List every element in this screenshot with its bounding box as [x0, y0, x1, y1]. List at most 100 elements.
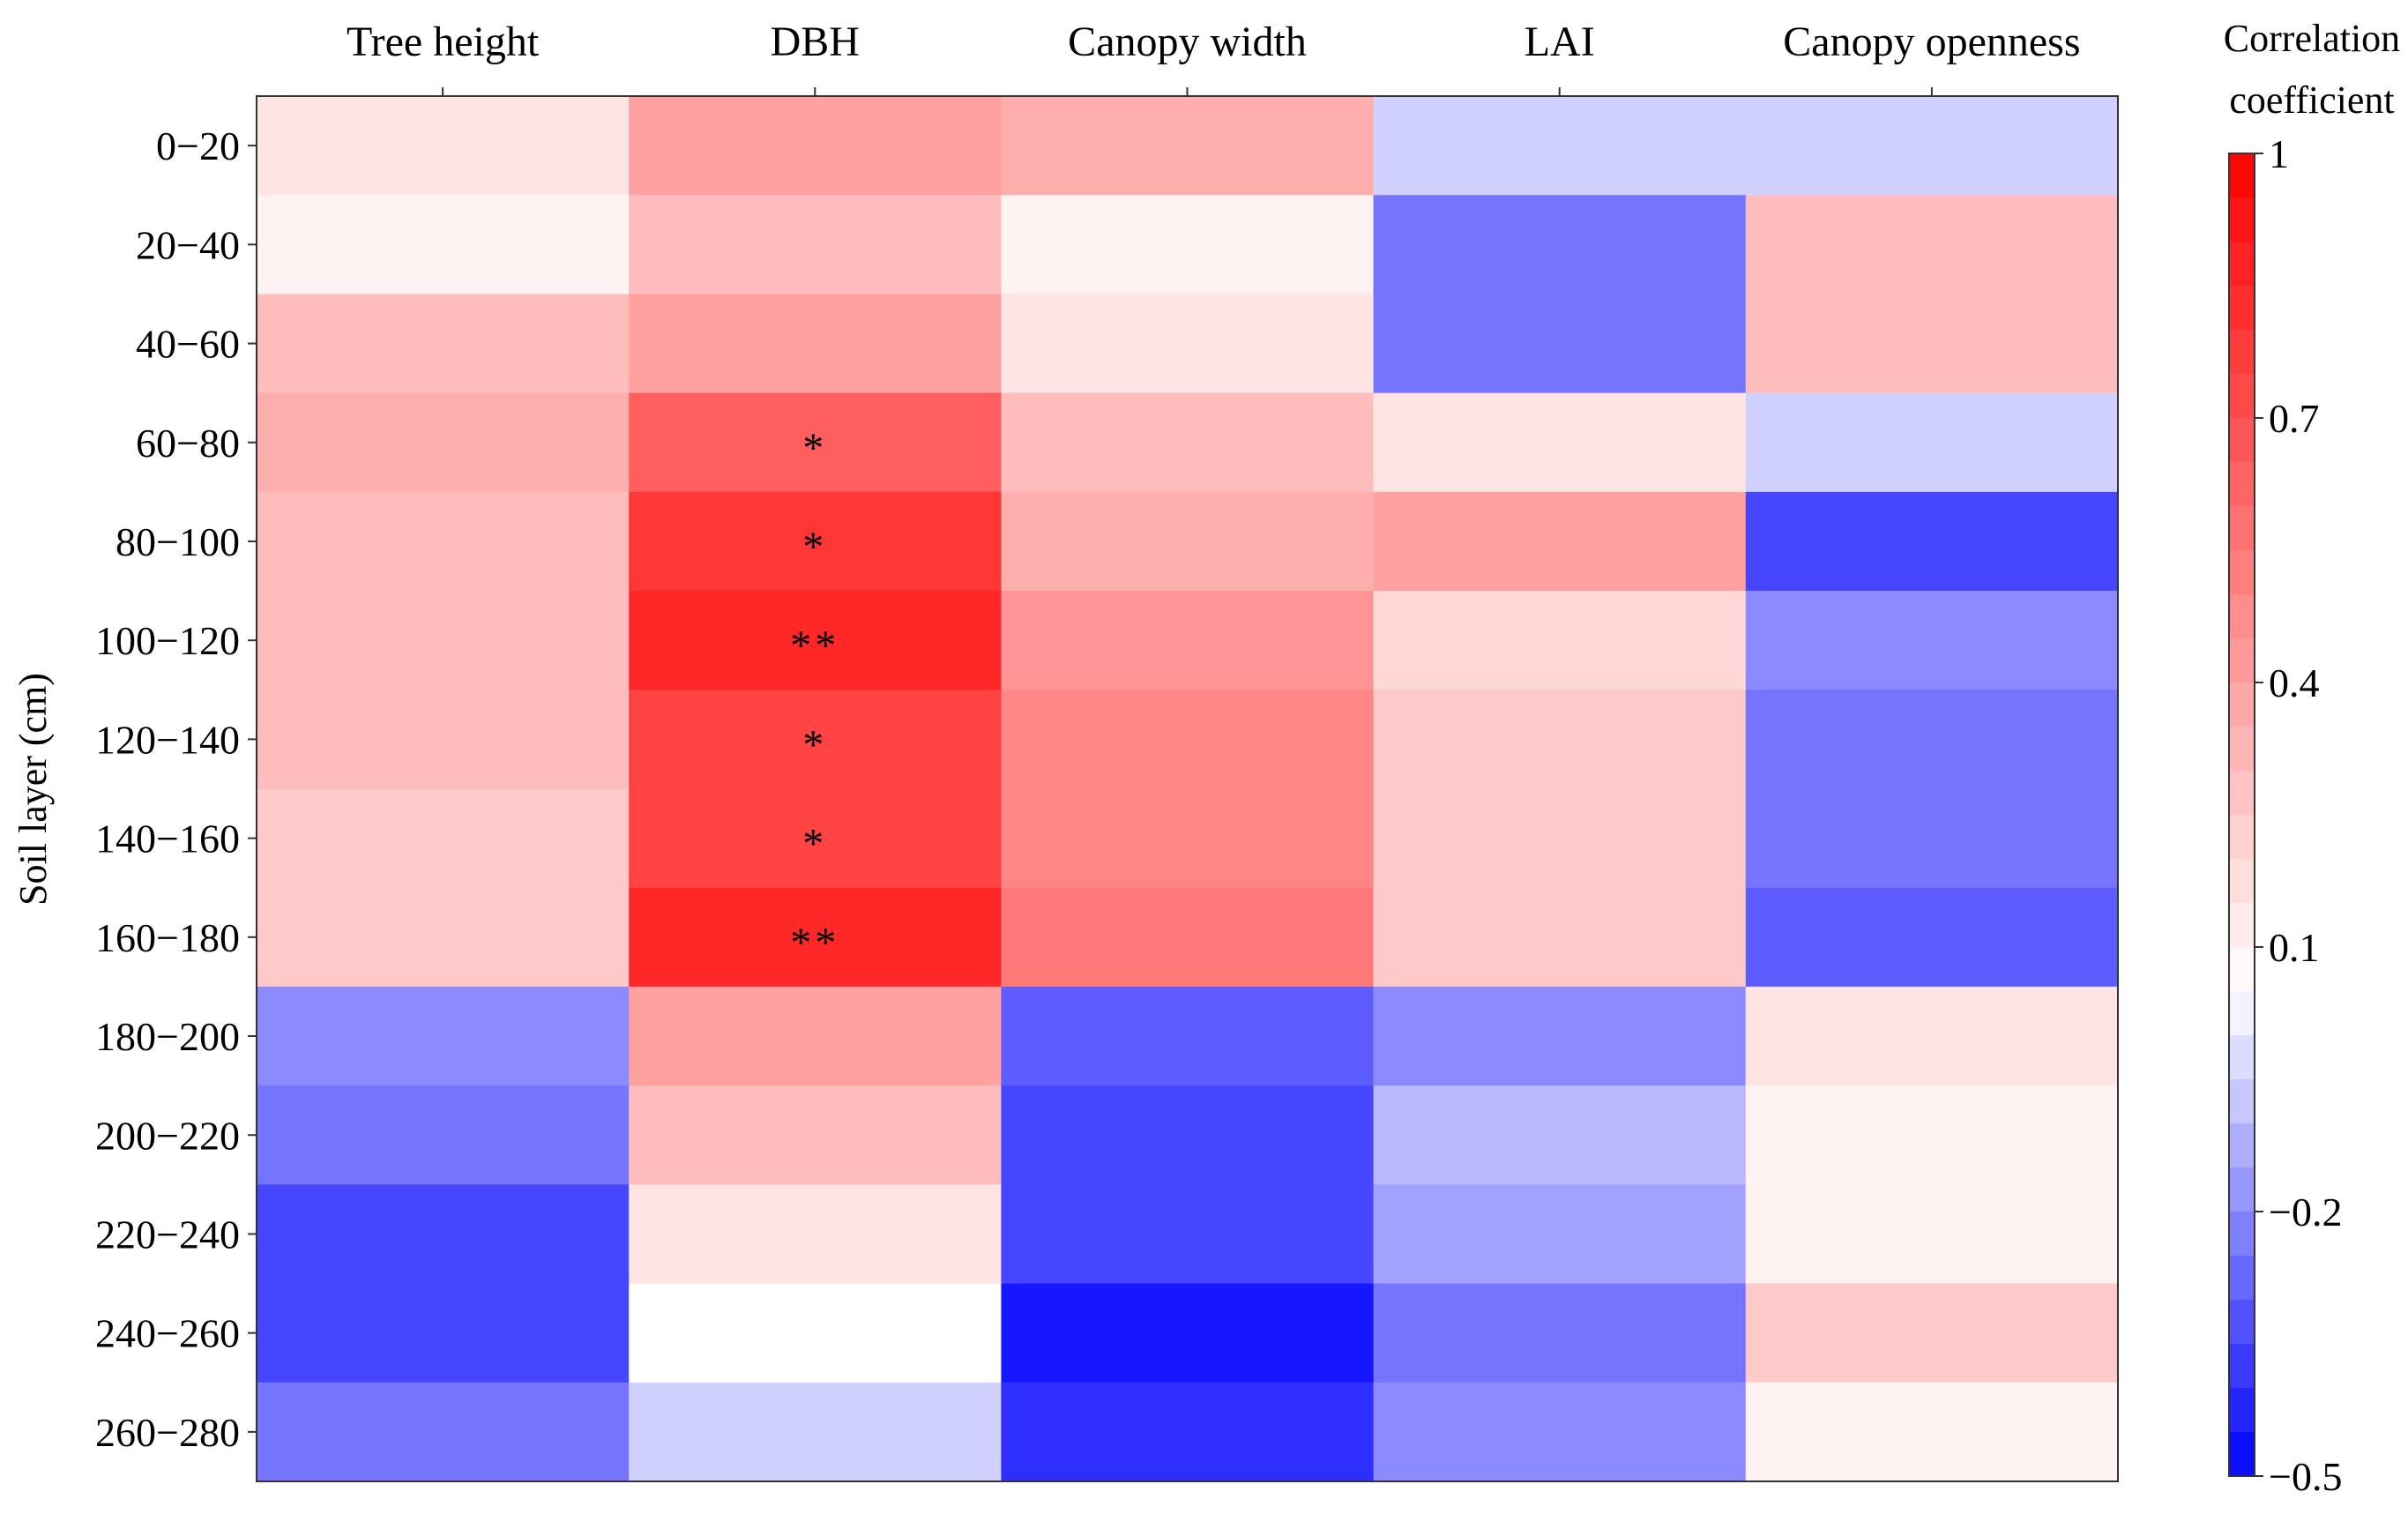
heatmap-cell [1373, 1184, 1747, 1285]
x-tick-label: DBH [771, 19, 860, 65]
heatmap-cell [257, 887, 630, 988]
heatmap-cell [629, 1382, 1002, 1482]
heatmap-cell [629, 392, 1002, 493]
significance-markers: ******** [790, 425, 839, 966]
x-tick-label: Tree height [347, 19, 540, 65]
heatmap-cell [257, 392, 630, 493]
colorbar-segment [2229, 330, 2255, 375]
colorbar-segment [2229, 1079, 2255, 1124]
y-tick-label: 40−60 [136, 322, 240, 367]
colorbar-segment [2229, 153, 2255, 198]
colorbar-segment [2229, 1256, 2255, 1301]
colorbar-frame [2228, 153, 2255, 1477]
heatmap-cell [1373, 1085, 1747, 1185]
colorbar-segment [2229, 1212, 2255, 1257]
colorbar-segment [2229, 550, 2255, 595]
heatmap-cell [629, 491, 1002, 592]
colorbar-segment [2229, 903, 2255, 948]
heatmap-cell [1001, 690, 1375, 790]
y-tick-label: 180−200 [95, 1014, 240, 1059]
colorbar-ticks: 1 0.7 0.4 0.1 −0.2 −0.5 [2255, 131, 2342, 1499]
heatmap-cell [629, 1283, 1002, 1383]
heatmap-cell [257, 96, 630, 196]
colorbar-segment [2229, 682, 2255, 727]
y-tick-label: 220−240 [95, 1212, 240, 1257]
y-tick-label: 100−120 [95, 618, 240, 663]
heatmap-cell [257, 788, 630, 889]
heatmap-cell [629, 986, 1002, 1086]
heatmap-cell [1001, 96, 1375, 196]
y-tick-label: 160−180 [95, 915, 240, 960]
heatmap-cell [1745, 294, 2119, 394]
heatmap-cell [1745, 392, 2119, 493]
y-tick-label: 140−160 [95, 817, 240, 861]
heatmap-cell [1001, 887, 1375, 988]
significance-marker: * [802, 524, 827, 571]
y-tick-label: 240−260 [95, 1311, 240, 1356]
colorbar-segment [2229, 859, 2255, 904]
heatmap-cell [629, 887, 1002, 988]
heatmap-cell [1001, 1184, 1375, 1285]
y-tick-label: 60−80 [136, 421, 240, 466]
x-axis-ticks: Tree height DBH Canopy width LAI Canopy open… [347, 19, 2081, 96]
heatmap-cell [257, 294, 630, 394]
heatmap-cell [1373, 195, 1747, 295]
colorbar-segment [2229, 771, 2255, 816]
heatmap-cell [1745, 195, 2119, 295]
heatmap-cell [257, 1382, 630, 1482]
heatmap-cell [257, 195, 630, 295]
y-tick-label: 0−20 [156, 123, 240, 168]
colorbar-segment [2229, 1035, 2255, 1080]
colorbar [2228, 153, 2255, 1477]
y-tick-label: 120−140 [95, 717, 240, 762]
heatmap-cell [1373, 96, 1747, 196]
heatmap-cell [1745, 1184, 2119, 1285]
heatmap-cell [1745, 96, 2119, 196]
heatmap-cell [1373, 1283, 1747, 1383]
heatmap-cell [1373, 294, 1747, 394]
heatmap-cell [1373, 690, 1747, 790]
colorbar-segment [2229, 1344, 2255, 1389]
significance-marker: * [802, 721, 827, 768]
heatmap-cell [1001, 986, 1375, 1086]
heatmap-cell [257, 1184, 630, 1285]
heatmap-cell [1745, 1283, 2119, 1383]
heatmap-cell [1373, 788, 1747, 889]
heatmap-cell [1373, 591, 1747, 690]
heatmap-cell [1745, 986, 2119, 1086]
colorbar-segment [2229, 727, 2255, 772]
heatmap-cell [629, 96, 1002, 196]
colorbar-segment [2229, 418, 2255, 463]
heatmap-cell [629, 690, 1002, 790]
heatmap-cell [1001, 1283, 1375, 1383]
heatmap-cell [257, 690, 630, 790]
heatmap-cell [257, 1283, 630, 1383]
heatmap-cell [257, 591, 630, 690]
heatmap-cell [629, 1085, 1002, 1185]
y-axis-ticks: 0−20 20−40 40−60 60−80 80−100 100−120 120−140 1… [95, 123, 257, 1455]
heatmap-cell [1373, 392, 1747, 493]
x-tick-label: Canopy openness [1783, 19, 2080, 65]
heatmap-cell [1745, 1382, 2119, 1482]
heatmap-cell [629, 788, 1002, 889]
heatmap-cell [1001, 1085, 1375, 1185]
colorbar-segment [2229, 594, 2255, 639]
colorbar-tick-label: 0.7 [2269, 396, 2320, 441]
colorbar-segment [2229, 506, 2255, 551]
colorbar-segment [2229, 815, 2255, 860]
heatmap-cell [1745, 690, 2119, 790]
y-axis-label: Soil layer (cm) [11, 673, 55, 906]
heatmap-cell [1001, 788, 1375, 889]
y-tick-label: 200−220 [95, 1113, 240, 1158]
y-tick-label: 260−280 [95, 1410, 240, 1455]
significance-marker: ** [790, 623, 839, 669]
colorbar-segment [2229, 991, 2255, 1036]
heatmap-cell [1373, 1382, 1747, 1482]
colorbar-segment [2229, 1388, 2255, 1433]
colorbar-segment [2229, 242, 2255, 287]
significance-marker: * [802, 821, 827, 868]
heatmap-cells [257, 96, 2119, 1482]
colorbar-segment [2229, 1167, 2255, 1212]
heatmap-cell [257, 491, 630, 592]
